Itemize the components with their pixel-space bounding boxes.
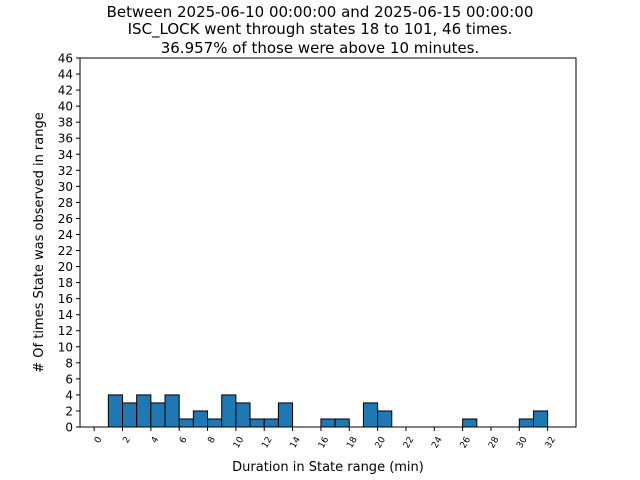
x-tick-label: 30 — [515, 435, 530, 450]
histogram-bar — [518, 418, 534, 428]
y-tick-label: 4 — [65, 388, 73, 402]
y-tick-label: 44 — [58, 68, 73, 82]
x-tick-label: 8 — [206, 435, 218, 445]
x-tick-label: 18 — [345, 435, 360, 450]
y-tick-label: 24 — [58, 228, 73, 242]
x-tick-label: 24 — [430, 435, 445, 450]
chart-title-line-3: 36.957% of those were above 10 minutes. — [160, 39, 480, 57]
x-tick-label: 28 — [487, 435, 502, 450]
y-tick-label: 22 — [58, 244, 73, 258]
y-tick-label: 14 — [58, 308, 73, 322]
x-tick-label: 0 — [93, 435, 105, 445]
chart-title-line-1: Between 2025-06-10 00:00:00 and 2025-06-… — [106, 3, 534, 21]
histogram-bar — [377, 410, 393, 428]
y-axis-ticks: 0246810121416182022242628303234363840424… — [58, 52, 80, 435]
y-tick-label: 42 — [58, 84, 73, 98]
histogram-bar — [277, 402, 294, 428]
x-tick-label: 2 — [121, 435, 133, 445]
histogram-bar — [532, 410, 549, 428]
y-tick-label: 12 — [58, 324, 73, 338]
y-tick-label: 38 — [58, 116, 73, 130]
x-tick-label: 6 — [178, 435, 190, 445]
y-tick-label: 32 — [58, 164, 73, 178]
y-tick-label: 10 — [58, 340, 73, 354]
y-tick-label: 6 — [65, 372, 73, 386]
y-tick-label: 2 — [65, 404, 73, 418]
y-tick-label: 8 — [65, 356, 73, 370]
y-tick-label: 0 — [65, 421, 73, 435]
histogram-bar — [164, 394, 180, 428]
x-tick-label: 26 — [459, 435, 474, 450]
histogram-bar — [462, 418, 478, 428]
histogram-bar — [107, 394, 124, 428]
y-tick-label: 46 — [58, 52, 73, 66]
histogram-bar — [178, 418, 194, 428]
x-axis-ticks: 0 2 4 6 8 10 12 14 16 18 20 22 24 26 28 30 32 — [93, 427, 558, 450]
histogram-bar — [221, 394, 237, 428]
x-tick-label: 16 — [317, 435, 332, 450]
x-tick-label: 10 — [232, 435, 247, 450]
x-axis-label: Duration in State range (min) — [232, 460, 424, 475]
x-tick-label: 20 — [374, 435, 389, 450]
x-tick-label: 14 — [289, 435, 304, 450]
histogram-bar — [249, 418, 265, 428]
histogram-bar — [192, 410, 209, 428]
x-tick-label: 4 — [150, 435, 162, 445]
histogram-bar — [320, 418, 336, 428]
y-tick-label: 16 — [58, 292, 73, 306]
y-tick-label: 26 — [58, 212, 73, 226]
y-axis-label: # Of times State was observed in range — [32, 112, 47, 372]
bars-group — [107, 394, 549, 428]
y-tick-label: 18 — [58, 276, 73, 290]
x-tick-label: 32 — [544, 435, 558, 450]
x-tick-label: 12 — [260, 435, 274, 450]
histogram-bar — [362, 402, 379, 428]
x-tick-label: 22 — [402, 435, 416, 450]
histogram-bar — [136, 394, 152, 428]
y-tick-label: 28 — [58, 196, 73, 210]
y-tick-label: 34 — [58, 148, 73, 162]
histogram-bar — [150, 402, 166, 428]
histogram-bar — [263, 418, 279, 428]
y-tick-label: 40 — [58, 100, 73, 114]
y-tick-label: 30 — [58, 180, 73, 194]
y-tick-label: 36 — [58, 132, 73, 146]
histogram-bar — [207, 418, 223, 428]
histogram-bar — [122, 402, 138, 428]
histogram-bar — [334, 418, 350, 428]
y-tick-label: 20 — [58, 260, 73, 274]
plot-frame — [79, 57, 577, 428]
chart-title-line-2: ISC_LOCK went through states 18 to 101, … — [127, 20, 513, 38]
histogram-bar — [235, 402, 251, 428]
